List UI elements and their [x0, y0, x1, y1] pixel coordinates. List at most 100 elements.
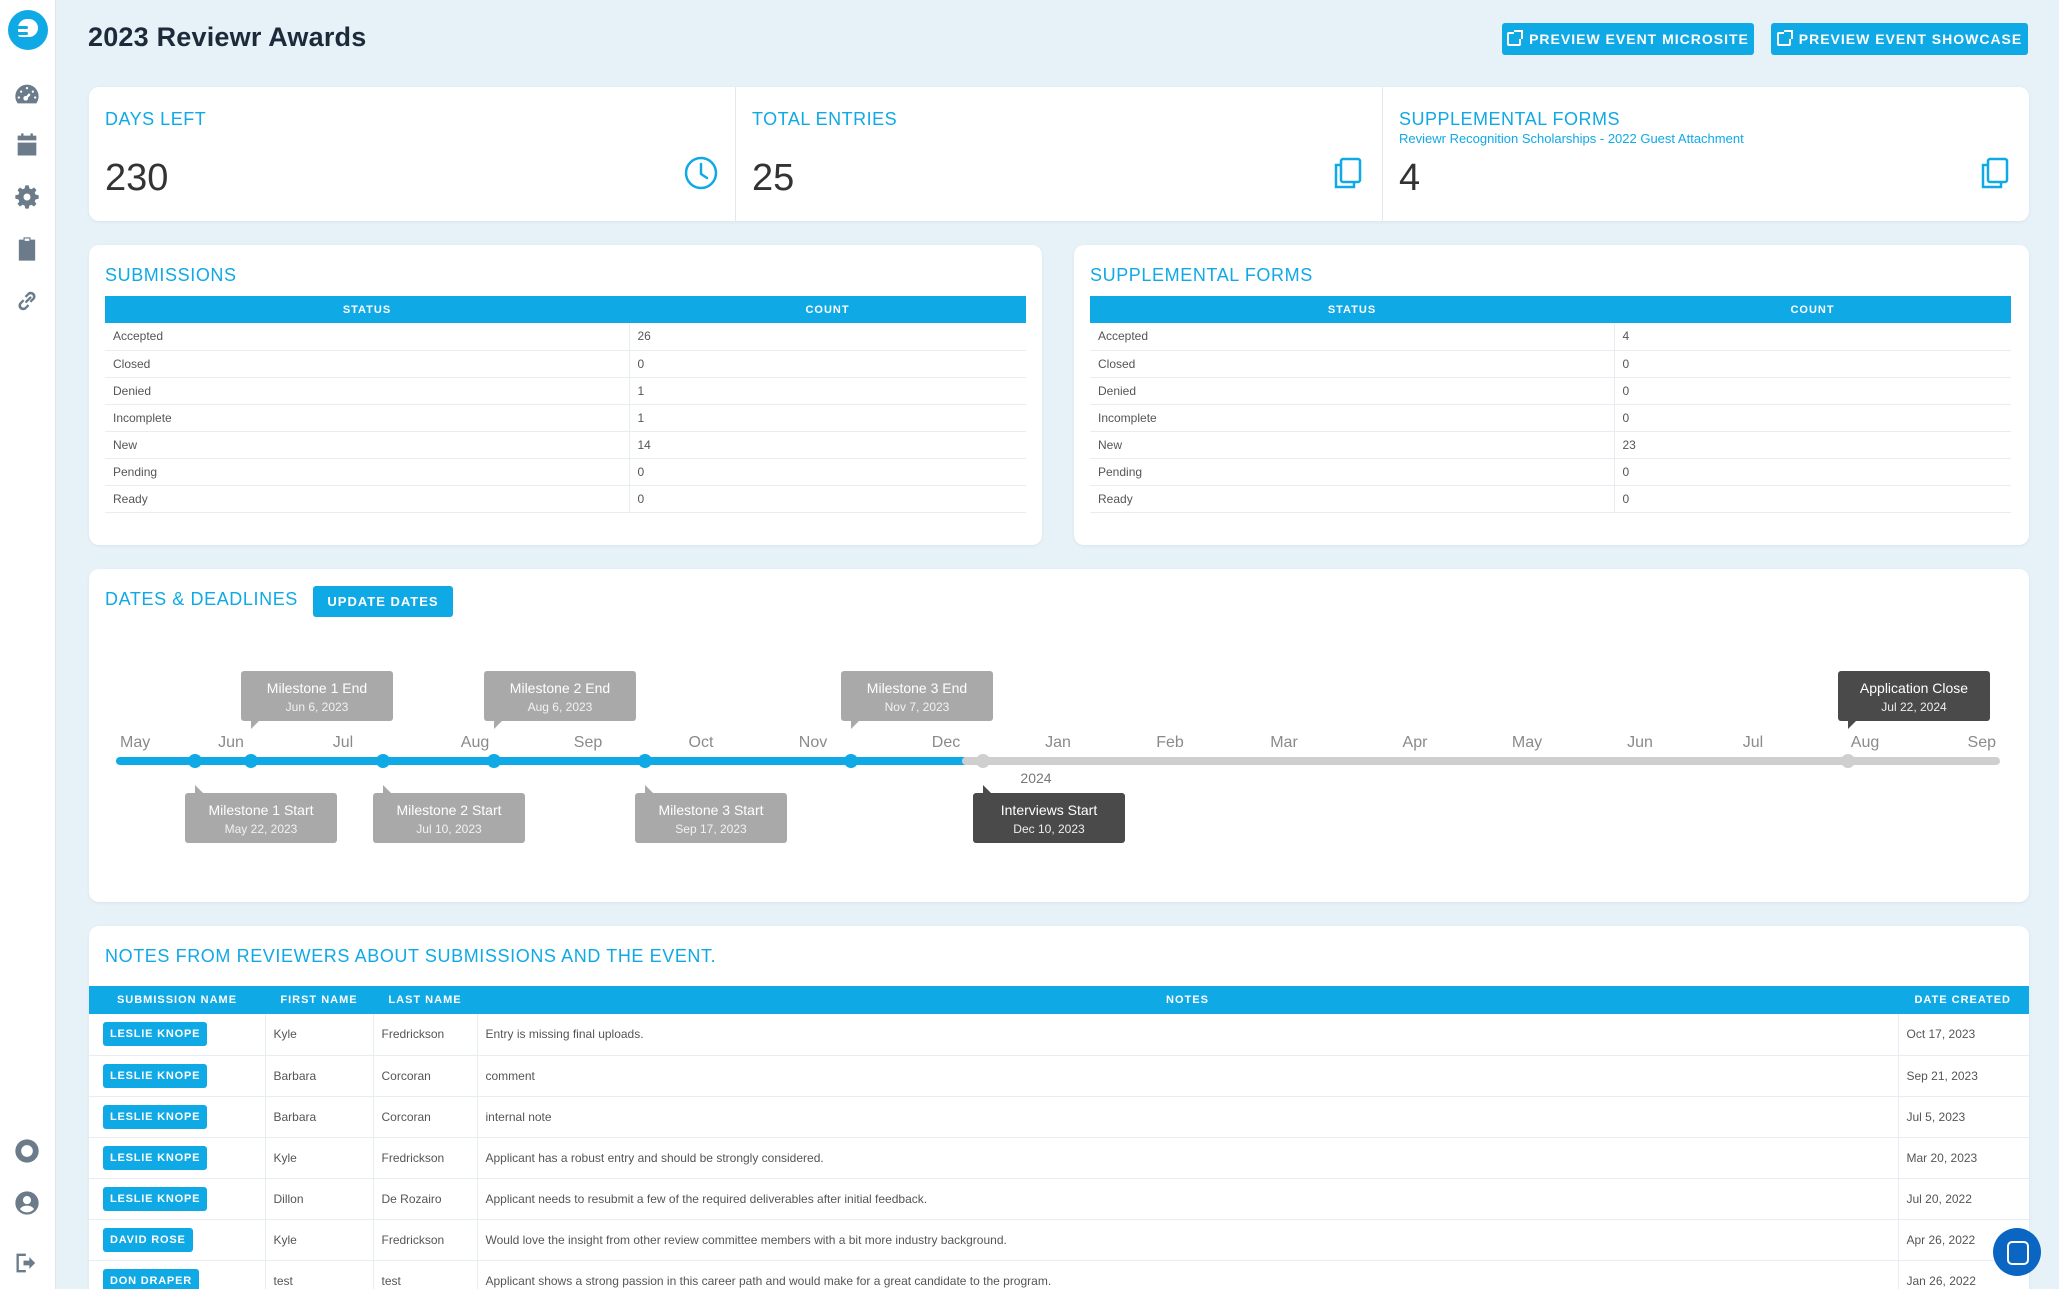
milestone-name: Interviews Start [1001, 802, 1098, 818]
timeline-milestone-dot[interactable] [376, 754, 390, 768]
external-link-icon [1776, 30, 1793, 46]
last-name-cell: test [372, 1260, 477, 1289]
timeline-milestone-dot[interactable] [638, 754, 652, 768]
first-name-cell: Dillon [264, 1178, 373, 1220]
sidebar [0, 0, 56, 1289]
month-tick-label: Nov [799, 734, 827, 751]
first-name-cell: Kyle [264, 1014, 373, 1056]
table-row: New 23 [1090, 431, 2011, 459]
clipboard-icon[interactable] [13, 235, 41, 263]
milestone-date: Aug 6, 2023 [528, 700, 593, 714]
last-name-header: LAST NAME [373, 986, 477, 1014]
status-cell: Incomplete [1090, 404, 1614, 432]
timeline-milestone-dot[interactable] [244, 754, 258, 768]
month-tick-label: Jul [333, 734, 353, 751]
total-entries-stat: TOTAL ENTRIES 25 [736, 87, 1382, 221]
tooltip-pointer [251, 721, 259, 729]
submission-link-button[interactable]: LESLIE KNOPE [103, 1022, 208, 1047]
count-cell: 26 [628, 323, 1026, 351]
logout-icon[interactable] [13, 1249, 41, 1277]
submission-name-cell: LESLIE KNOPE [89, 1014, 265, 1056]
last-name-cell: Fredrickson [372, 1137, 477, 1179]
month-tick-label: Apr [1403, 734, 1429, 751]
table-row: Denied 1 [105, 377, 1026, 405]
submission-link-button[interactable]: LESLIE KNOPE [103, 1104, 208, 1129]
table-row: LESLIE KNOPE Kyle Fredrickson Applicant has… [89, 1137, 2029, 1179]
milestone-date: Jun 6, 2023 [286, 700, 349, 714]
timeline-chart: 2024 May Jun Jul Aug Sep Oct Nov Dec Jan Feb Mar Ap… [116, 671, 2000, 843]
timeline-milestone-dot[interactable] [188, 754, 202, 768]
status-cell: New [1090, 431, 1614, 459]
milestone-tooltip: Milestone 1 Start May 22, 2023 [185, 785, 337, 843]
tooltip-pointer [851, 721, 859, 729]
copy-icon [1977, 155, 2013, 191]
submission-link-button[interactable]: DAVID ROSE [103, 1227, 193, 1252]
table-row: DON DRAPER test test Applicant shows a stro… [89, 1260, 2029, 1289]
user-icon[interactable] [13, 1189, 41, 1217]
supplemental-forms-sublabel[interactable]: Reviewr Recognition Scholarships - 2022 … [1399, 131, 1744, 146]
count-cell: 0 [628, 350, 1026, 378]
notes-table: SUBMISSION NAME FIRST NAME LAST NAME NOT… [89, 986, 2029, 1289]
timeline-milestone-dot[interactable] [844, 754, 858, 768]
milestone-date: Dec 10, 2023 [1013, 822, 1085, 836]
timeline-milestone-dot[interactable] [1841, 754, 1855, 768]
status-cell: Accepted [1090, 323, 1614, 351]
chat-launcher-button[interactable] [1993, 1228, 2041, 1276]
update-dates-button[interactable]: UPDATE DATES [313, 586, 453, 617]
milestone-name: Milestone 1 Start [208, 802, 313, 818]
count-cell: 0 [1613, 404, 2011, 432]
tooltip-pointer [494, 721, 502, 729]
submissions-card: SUBMISSIONS STATUS COUNT Accepted 26 Close… [89, 245, 1042, 545]
first-name-cell: Barbara [264, 1096, 373, 1138]
tooltip-box [841, 671, 993, 721]
table-row: LESLIE KNOPE Barbara Corcoran comment Sep 21… [89, 1055, 2029, 1097]
help-icon[interactable] [13, 1137, 41, 1165]
submission-link-button[interactable]: LESLIE KNOPE [103, 1186, 208, 1211]
tooltip-pointer [645, 785, 653, 793]
table-row: Denied 0 [1090, 377, 2011, 405]
submission-link-button[interactable]: LESLIE KNOPE [103, 1063, 208, 1088]
days-left-stat: DAYS LEFT 230 [89, 87, 735, 221]
month-tick-label: May [120, 734, 150, 751]
status-cell: New [105, 431, 629, 459]
count-column-header: COUNT [629, 296, 1026, 323]
month-tick-label: Jul [1743, 734, 1763, 751]
page-title: 2023 Reviewr Awards [88, 22, 367, 52]
tooltip-pointer [383, 785, 391, 793]
status-cell: Closed [105, 350, 629, 378]
tooltip-box [1838, 671, 1990, 721]
table-row: LESLIE KNOPE Kyle Fredrickson Entry is miss… [89, 1014, 2029, 1056]
milestone-tooltip: Milestone 3 End Nov 7, 2023 [841, 671, 993, 729]
table-row: Pending 0 [1090, 458, 2011, 486]
stats-card: DAYS LEFT 230 TOTAL ENTRIES 25 SUPPLEMEN… [89, 87, 2029, 221]
reviewr-logo[interactable] [8, 10, 48, 50]
dashboard-icon[interactable] [13, 80, 41, 108]
submission-name-cell: DAVID ROSE [89, 1219, 265, 1261]
count-cell: 0 [628, 458, 1026, 486]
count-column-header: COUNT [1614, 296, 2011, 323]
timeline-milestone-dot[interactable] [976, 754, 990, 768]
preview-microsite-button[interactable]: PREVIEW EVENT MICROSITE [1502, 23, 1754, 55]
gear-icon[interactable] [13, 183, 41, 211]
supplemental-forms-card: SUPPLEMENTAL FORMS STATUS COUNT Accepted… [1074, 245, 2029, 545]
submission-link-button[interactable]: LESLIE KNOPE [103, 1145, 208, 1170]
tooltip-box [484, 671, 636, 721]
year-label: 2024 [1020, 770, 1051, 786]
first-name-cell: test [264, 1260, 373, 1289]
preview-showcase-button[interactable]: PREVIEW EVENT SHOWCASE [1771, 23, 2028, 55]
last-name-cell: De Rozairo [372, 1178, 477, 1220]
status-cell: Ready [1090, 485, 1614, 513]
supplemental-forms-table: STATUS COUNT Accepted 4 Closed 0 Denied 0 Inco… [1090, 296, 2011, 513]
submission-name-cell: LESLIE KNOPE [89, 1137, 265, 1179]
preview-showcase-label: PREVIEW EVENT SHOWCASE [1798, 31, 2023, 47]
timeline-milestone-dot[interactable] [487, 754, 501, 768]
calendar-icon[interactable] [13, 131, 41, 159]
submission-link-button[interactable]: DON DRAPER [103, 1268, 199, 1289]
tooltip-box [241, 671, 393, 721]
table-row: Incomplete 0 [1090, 404, 2011, 432]
note-cell: comment [476, 1055, 1898, 1097]
logo-line [16, 32, 28, 35]
submission-name-cell: LESLIE KNOPE [89, 1178, 265, 1220]
link-icon[interactable] [13, 287, 41, 315]
tooltip-box [635, 793, 787, 843]
